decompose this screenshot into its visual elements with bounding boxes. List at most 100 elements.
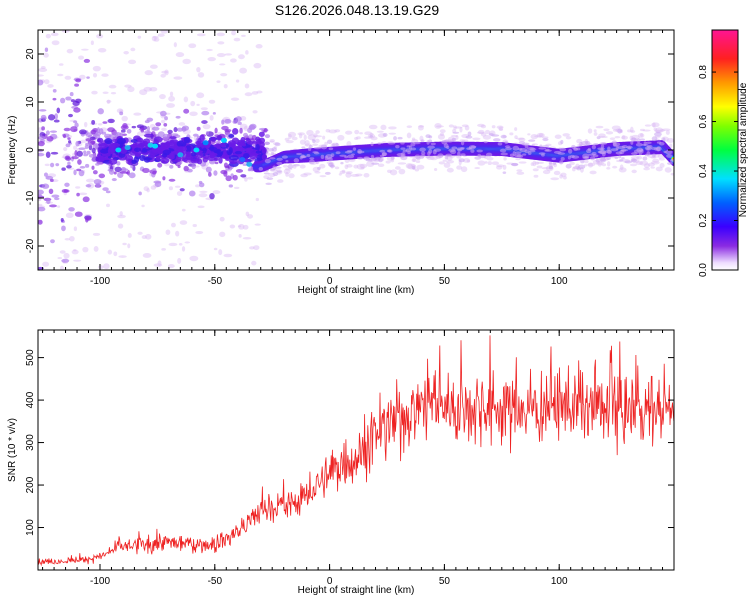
- signal-blob: [141, 149, 148, 153]
- noise-speck: [652, 122, 656, 128]
- noise-blob: [116, 161, 121, 166]
- noise-blob: [68, 140, 72, 144]
- noise-blob: [69, 92, 74, 97]
- noise-speck: [176, 191, 183, 196]
- noise-speck: [291, 136, 298, 141]
- noise-blob: [68, 207, 75, 212]
- y-tick-label: 200: [25, 476, 36, 493]
- noise-speck: [216, 80, 221, 83]
- noise-speck: [446, 160, 455, 164]
- noise-speck: [285, 140, 294, 144]
- noise-blob: [68, 113, 73, 118]
- noise-blob: [70, 126, 78, 133]
- noise-speck: [480, 132, 487, 137]
- signal-blob: [252, 140, 257, 144]
- noise-speck: [160, 73, 166, 78]
- noise-blob: [212, 111, 216, 115]
- ridge-halo: [276, 157, 283, 161]
- noise-speck: [168, 242, 178, 247]
- noise-speck: [123, 50, 129, 55]
- ridge-halo: [646, 151, 651, 157]
- noise-speck: [213, 247, 218, 251]
- spectrogram-image: [38, 30, 674, 270]
- noise-speck: [181, 246, 186, 252]
- noise-blob: [78, 169, 85, 177]
- noise-speck: [345, 172, 352, 178]
- noise-speck: [314, 138, 320, 144]
- noise-blob: [205, 166, 212, 173]
- noise-speck: [328, 129, 338, 134]
- ridge-halo: [499, 148, 507, 153]
- ridge-halo: [328, 147, 334, 151]
- ridge-halo: [635, 142, 643, 147]
- noise-speck: [630, 130, 636, 133]
- noise-blob: [43, 172, 48, 177]
- noise-blob: [52, 88, 57, 93]
- signal-blob: [131, 159, 137, 164]
- noise-speck: [593, 129, 597, 133]
- noise-speck: [437, 133, 445, 140]
- colorbar: 0.00.20.40.60.8 Normalized spectral ampl…: [698, 29, 749, 277]
- noise-blob: [164, 116, 168, 121]
- noise-blob: [157, 131, 165, 138]
- noise-speck: [344, 164, 349, 170]
- noise-speck: [480, 124, 487, 129]
- noise-speck: [553, 170, 561, 176]
- noise-speck: [542, 169, 551, 175]
- noise-speck: [182, 58, 191, 65]
- noise-speck: [514, 127, 518, 131]
- signal-blob: [209, 151, 215, 158]
- noise-speck: [197, 205, 205, 209]
- noise-speck: [153, 263, 163, 267]
- noise-blob: [76, 168, 82, 172]
- noise-speck: [354, 137, 359, 141]
- signal-blob: [98, 143, 109, 149]
- noise-speck: [303, 172, 312, 176]
- noise-blob: [142, 167, 150, 174]
- noise-speck: [127, 243, 131, 249]
- ridge-halo: [301, 146, 306, 149]
- noise-speck: [75, 186, 81, 189]
- signal-blob: [216, 134, 223, 141]
- ridge-halo: [340, 161, 344, 165]
- ridge-halo: [527, 151, 532, 155]
- noise-speck: [338, 172, 342, 176]
- signal-blob: [245, 137, 250, 141]
- ridge-halo: [539, 144, 543, 148]
- noise-blob: [220, 169, 228, 175]
- ridge-halo: [557, 152, 566, 155]
- signal-blob: [108, 158, 118, 165]
- noise-speck: [406, 132, 412, 139]
- noise-speck: [398, 168, 406, 175]
- ridge-halo: [516, 154, 524, 159]
- ridge-halo: [460, 146, 465, 150]
- ridge-halo: [599, 157, 607, 163]
- noise-speck: [118, 255, 127, 258]
- noise-speck: [530, 134, 539, 140]
- noise-speck: [91, 90, 98, 95]
- ridge-halo: [452, 131, 460, 134]
- ridge-halo: [641, 143, 649, 146]
- noise-speck: [474, 167, 481, 170]
- noise-speck: [345, 171, 353, 175]
- ridge-halo: [667, 162, 673, 165]
- signal-blob: [231, 142, 236, 148]
- ridge-halo: [591, 144, 596, 150]
- noise-speck: [64, 237, 71, 241]
- noise-speck: [304, 139, 310, 146]
- spectrogram-ylabel: Frequency (Hz): [7, 116, 18, 185]
- noise-speck: [66, 48, 74, 54]
- noise-speck: [173, 76, 183, 80]
- noise-speck: [446, 167, 454, 173]
- noise-speck: [287, 131, 297, 138]
- noise-speck: [219, 63, 226, 66]
- noise-blob: [38, 219, 43, 225]
- bright-spot: [202, 140, 209, 146]
- noise-blob: [73, 169, 77, 176]
- noise-blob: [221, 125, 229, 131]
- noise-blob: [183, 165, 189, 172]
- ridge-halo: [567, 155, 571, 160]
- ridge-halo: [400, 152, 406, 157]
- noise-speck: [477, 129, 485, 135]
